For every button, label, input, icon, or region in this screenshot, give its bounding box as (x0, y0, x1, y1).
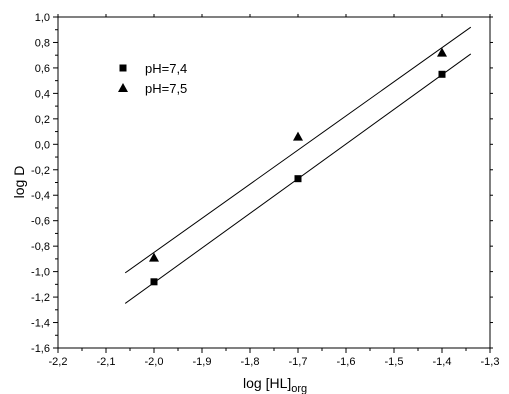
data-point-triangle (293, 131, 303, 141)
x-tick-label: -2,2 (49, 356, 68, 368)
data-point-square (438, 70, 446, 78)
y-axis-ticks: -1,6 -1,4 -1,2 -1,0 -0,8 -0,6 -0,4 -0,2 0,0 0,2 0,… (31, 12, 493, 355)
x-axis-label-subscript: org (291, 383, 307, 394)
x-tick-label: -1,3 (481, 356, 500, 368)
data-point-triangle (149, 252, 159, 262)
x-axis-ticks: -2,2 -2,1 -2,0 -1,9 -1,8 -1,7 -1,6 -1,5 -1,4 -1,3 (49, 14, 500, 368)
legend-marker-triangle (118, 83, 128, 92)
data-points (149, 47, 447, 286)
legend-marker-square (119, 64, 127, 72)
y-tick-label: -0,8 (31, 241, 50, 253)
y-tick-label: -1,2 (31, 292, 50, 304)
x-tick-label: -1,7 (289, 356, 308, 368)
data-point-triangle (437, 47, 447, 57)
y-tick-label: -1,6 (31, 343, 50, 355)
y-tick-label: -1,4 (31, 318, 50, 330)
data-point-square (294, 175, 302, 183)
legend-label: pH=7,4 (145, 61, 187, 76)
x-axis-label: log [HL]org (243, 375, 307, 394)
fit-line (124, 26, 472, 274)
x-tick-label: -1,4 (433, 356, 452, 368)
y-axis-label: log D (11, 166, 27, 199)
y-tick-label: 0,0 (35, 139, 50, 151)
x-tick-label: -1,9 (193, 356, 212, 368)
data-point-square (150, 278, 158, 286)
legend-label: pH=7,5 (145, 81, 187, 96)
y-tick-label: 0,2 (35, 114, 50, 126)
x-tick-label: -1,6 (337, 356, 356, 368)
y-tick-label: -1,0 (31, 267, 50, 279)
x-axis-label-main: log [HL] (243, 375, 291, 391)
y-tick-label: 1,0 (35, 12, 50, 24)
x-tick-label: -1,8 (241, 356, 260, 368)
y-tick-label: 0,8 (35, 37, 50, 49)
y-tick-label: -0,2 (31, 165, 50, 177)
y-tick-label: 0,4 (35, 88, 50, 100)
y-tick-label: -0,4 (31, 190, 50, 202)
x-tick-label: -2,1 (97, 356, 116, 368)
y-tick-label: -0,6 (31, 216, 50, 228)
x-tick-label: -2,0 (145, 356, 164, 368)
legend: pH=7,4 pH=7,5 (118, 61, 187, 96)
y-tick-label: 0,6 (35, 63, 50, 75)
x-tick-label: -1,5 (385, 356, 404, 368)
